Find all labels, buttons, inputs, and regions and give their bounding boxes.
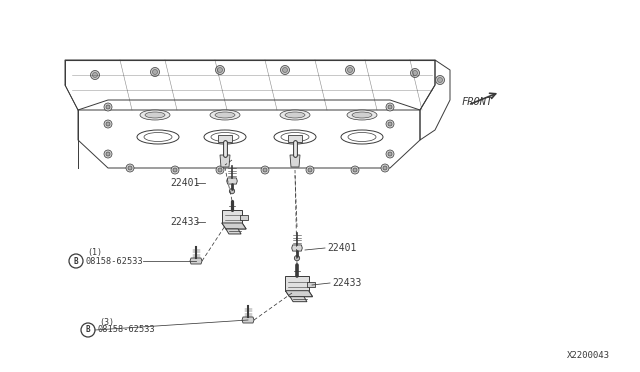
Circle shape <box>386 120 394 128</box>
Circle shape <box>306 166 314 174</box>
Ellipse shape <box>347 110 377 120</box>
Text: FRONT: FRONT <box>462 97 493 107</box>
Ellipse shape <box>285 112 305 118</box>
Polygon shape <box>222 223 246 229</box>
Circle shape <box>106 122 110 126</box>
Circle shape <box>308 168 312 172</box>
Polygon shape <box>285 276 308 291</box>
Text: 22433: 22433 <box>332 278 362 288</box>
Circle shape <box>410 68 419 77</box>
Circle shape <box>150 67 159 77</box>
FancyBboxPatch shape <box>307 282 314 287</box>
Polygon shape <box>227 178 237 184</box>
Text: 22401: 22401 <box>170 178 200 188</box>
FancyBboxPatch shape <box>218 135 232 142</box>
Circle shape <box>435 76 445 84</box>
Ellipse shape <box>145 112 165 118</box>
Circle shape <box>438 77 442 83</box>
Polygon shape <box>222 223 246 229</box>
Circle shape <box>348 67 353 73</box>
Polygon shape <box>292 245 302 251</box>
Text: 22433: 22433 <box>170 217 200 227</box>
FancyBboxPatch shape <box>240 215 248 220</box>
Text: (3): (3) <box>99 317 114 327</box>
Circle shape <box>93 73 97 77</box>
Polygon shape <box>285 291 312 297</box>
Text: 08158-62533: 08158-62533 <box>97 326 155 334</box>
Circle shape <box>216 65 225 74</box>
Circle shape <box>106 152 110 156</box>
Ellipse shape <box>215 112 235 118</box>
Circle shape <box>128 166 132 170</box>
Circle shape <box>383 166 387 170</box>
Ellipse shape <box>210 110 240 120</box>
Text: X2200043: X2200043 <box>567 350 610 359</box>
Polygon shape <box>242 317 254 323</box>
Circle shape <box>104 103 112 111</box>
Circle shape <box>280 65 289 74</box>
Circle shape <box>282 67 287 73</box>
Ellipse shape <box>280 110 310 120</box>
Circle shape <box>413 71 417 76</box>
Circle shape <box>173 168 177 172</box>
Circle shape <box>386 150 394 158</box>
Circle shape <box>346 65 355 74</box>
Text: 22401: 22401 <box>327 243 356 253</box>
FancyBboxPatch shape <box>288 135 302 142</box>
Polygon shape <box>190 258 202 264</box>
Ellipse shape <box>140 110 170 120</box>
Circle shape <box>104 120 112 128</box>
Circle shape <box>351 166 359 174</box>
Circle shape <box>388 152 392 156</box>
Polygon shape <box>222 210 242 223</box>
Circle shape <box>171 166 179 174</box>
Circle shape <box>261 166 269 174</box>
Polygon shape <box>290 297 307 302</box>
Circle shape <box>381 164 389 172</box>
Polygon shape <box>226 229 241 234</box>
Circle shape <box>216 166 224 174</box>
Circle shape <box>229 189 235 194</box>
Polygon shape <box>290 155 300 167</box>
Circle shape <box>294 256 300 261</box>
Polygon shape <box>220 155 230 167</box>
Circle shape <box>106 105 110 109</box>
Circle shape <box>263 168 267 172</box>
Circle shape <box>90 71 99 80</box>
Ellipse shape <box>352 112 372 118</box>
Polygon shape <box>285 291 312 297</box>
Text: (1): (1) <box>87 248 102 257</box>
Circle shape <box>218 168 222 172</box>
Text: B: B <box>74 257 78 266</box>
Circle shape <box>218 67 223 73</box>
Circle shape <box>353 168 357 172</box>
Text: 08158-62533: 08158-62533 <box>85 257 143 266</box>
Circle shape <box>386 103 394 111</box>
Circle shape <box>388 105 392 109</box>
Circle shape <box>388 122 392 126</box>
Circle shape <box>126 164 134 172</box>
Text: B: B <box>86 326 90 334</box>
Circle shape <box>152 70 157 74</box>
Circle shape <box>104 150 112 158</box>
